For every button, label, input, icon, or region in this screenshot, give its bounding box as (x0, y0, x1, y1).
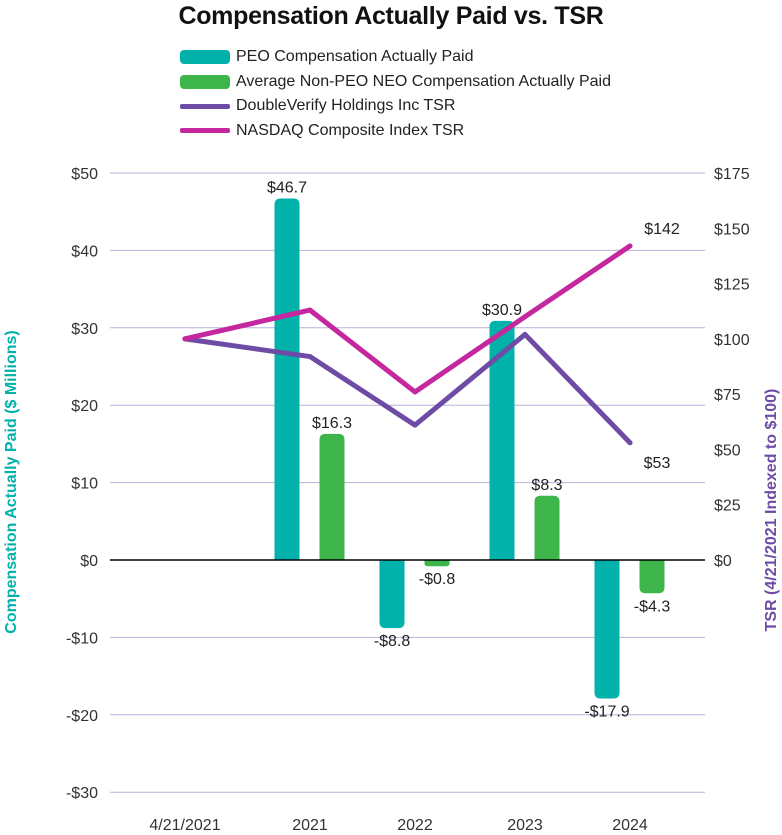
legend-item-nasdaq-tsr: NASDAQ Composite Index TSR (180, 119, 611, 144)
legend: PEO Compensation Actually Paid Average N… (180, 45, 611, 143)
y2-tick-label: $100 (714, 332, 750, 349)
y-tick-label: $20 (71, 398, 98, 415)
legend-swatch-dv-tsr (180, 103, 230, 109)
legend-item-peo-cap: PEO Compensation Actually Paid (180, 45, 611, 70)
y2-tick-label: $75 (714, 387, 741, 404)
x-tick-label: 2022 (397, 817, 433, 834)
data-label-peo: -$8.8 (374, 633, 411, 650)
data-label-tsr: $53 (644, 455, 671, 472)
legend-swatch-peo (180, 50, 230, 65)
legend-label-peo: PEO Compensation Actually Paid (236, 48, 474, 66)
bar-peo (489, 320, 515, 560)
line-point (182, 336, 188, 342)
line-point (307, 307, 313, 313)
legend-item-neo-cap: Average Non-PEO NEO Compensation Actuall… (180, 70, 611, 95)
legend-item-dv-tsr: DoubleVerify Holdings Inc TSR (180, 94, 611, 119)
y-tick-label: $0 (80, 553, 98, 570)
data-label-peo: $46.7 (267, 180, 307, 197)
y2-tick-label: $0 (714, 553, 732, 570)
bar-peo (379, 560, 405, 629)
y2-tick-label: $50 (714, 442, 741, 459)
bar-peo (274, 198, 300, 561)
line-point (307, 354, 313, 360)
y-tick-label: $10 (71, 476, 98, 493)
line-point (627, 243, 633, 249)
line-point (412, 389, 418, 395)
data-label-neo: $8.3 (531, 477, 562, 494)
line-point (522, 331, 528, 337)
line-point (412, 422, 418, 428)
y-tick-label: -$20 (66, 708, 98, 725)
data-label-neo: -$0.8 (419, 571, 456, 588)
line-point (522, 314, 528, 320)
x-tick-label: 2023 (507, 817, 543, 834)
y2-tick-label: $125 (714, 277, 750, 294)
x-tick-label: 2024 (612, 817, 648, 834)
x-tick-label: 4/21/2021 (149, 817, 220, 834)
y2-tick-label: $25 (714, 498, 741, 515)
data-label-neo: -$4.3 (634, 598, 671, 615)
data-label-peo: -$17.9 (584, 704, 629, 721)
y-tick-label: $50 (71, 166, 98, 183)
data-label-tsr: $142 (644, 221, 680, 238)
bar-neo (319, 433, 345, 560)
legend-label-neo: Average Non-PEO NEO Compensation Actuall… (236, 72, 612, 90)
y-tick-label: $40 (71, 243, 98, 260)
x-tick-label: 2021 (292, 817, 328, 834)
y-tick-label: -$10 (66, 630, 98, 647)
data-label-neo: $16.3 (312, 415, 352, 432)
y2-axis-title: TSR (4/21/2021 Indexed to $100) (763, 389, 780, 632)
y2-tick-label: $150 (714, 221, 750, 238)
y-axis-title: Compensation Actually Paid ($ Millions) (3, 330, 20, 633)
bar-peo (594, 560, 620, 699)
legend-swatch-nasdaq-tsr (180, 128, 230, 134)
line-nasdaq-tsr (182, 243, 633, 395)
bar-neo (534, 495, 560, 560)
bar-neo (424, 560, 450, 567)
legend-label-dv-tsr: DoubleVerify Holdings Inc TSR (236, 97, 456, 115)
line-point (627, 440, 633, 446)
chart-title: Compensation Actually Paid vs. TSR (178, 2, 604, 30)
legend-swatch-neo (180, 74, 230, 89)
y-tick-label: -$30 (66, 785, 98, 802)
y-tick-label: $30 (71, 321, 98, 338)
bar-neo (639, 560, 665, 594)
legend-label-nasdaq-tsr: NASDAQ Composite Index TSR (236, 121, 465, 139)
y2-tick-label: $175 (714, 166, 750, 183)
data-label-peo: $30.9 (482, 302, 522, 319)
